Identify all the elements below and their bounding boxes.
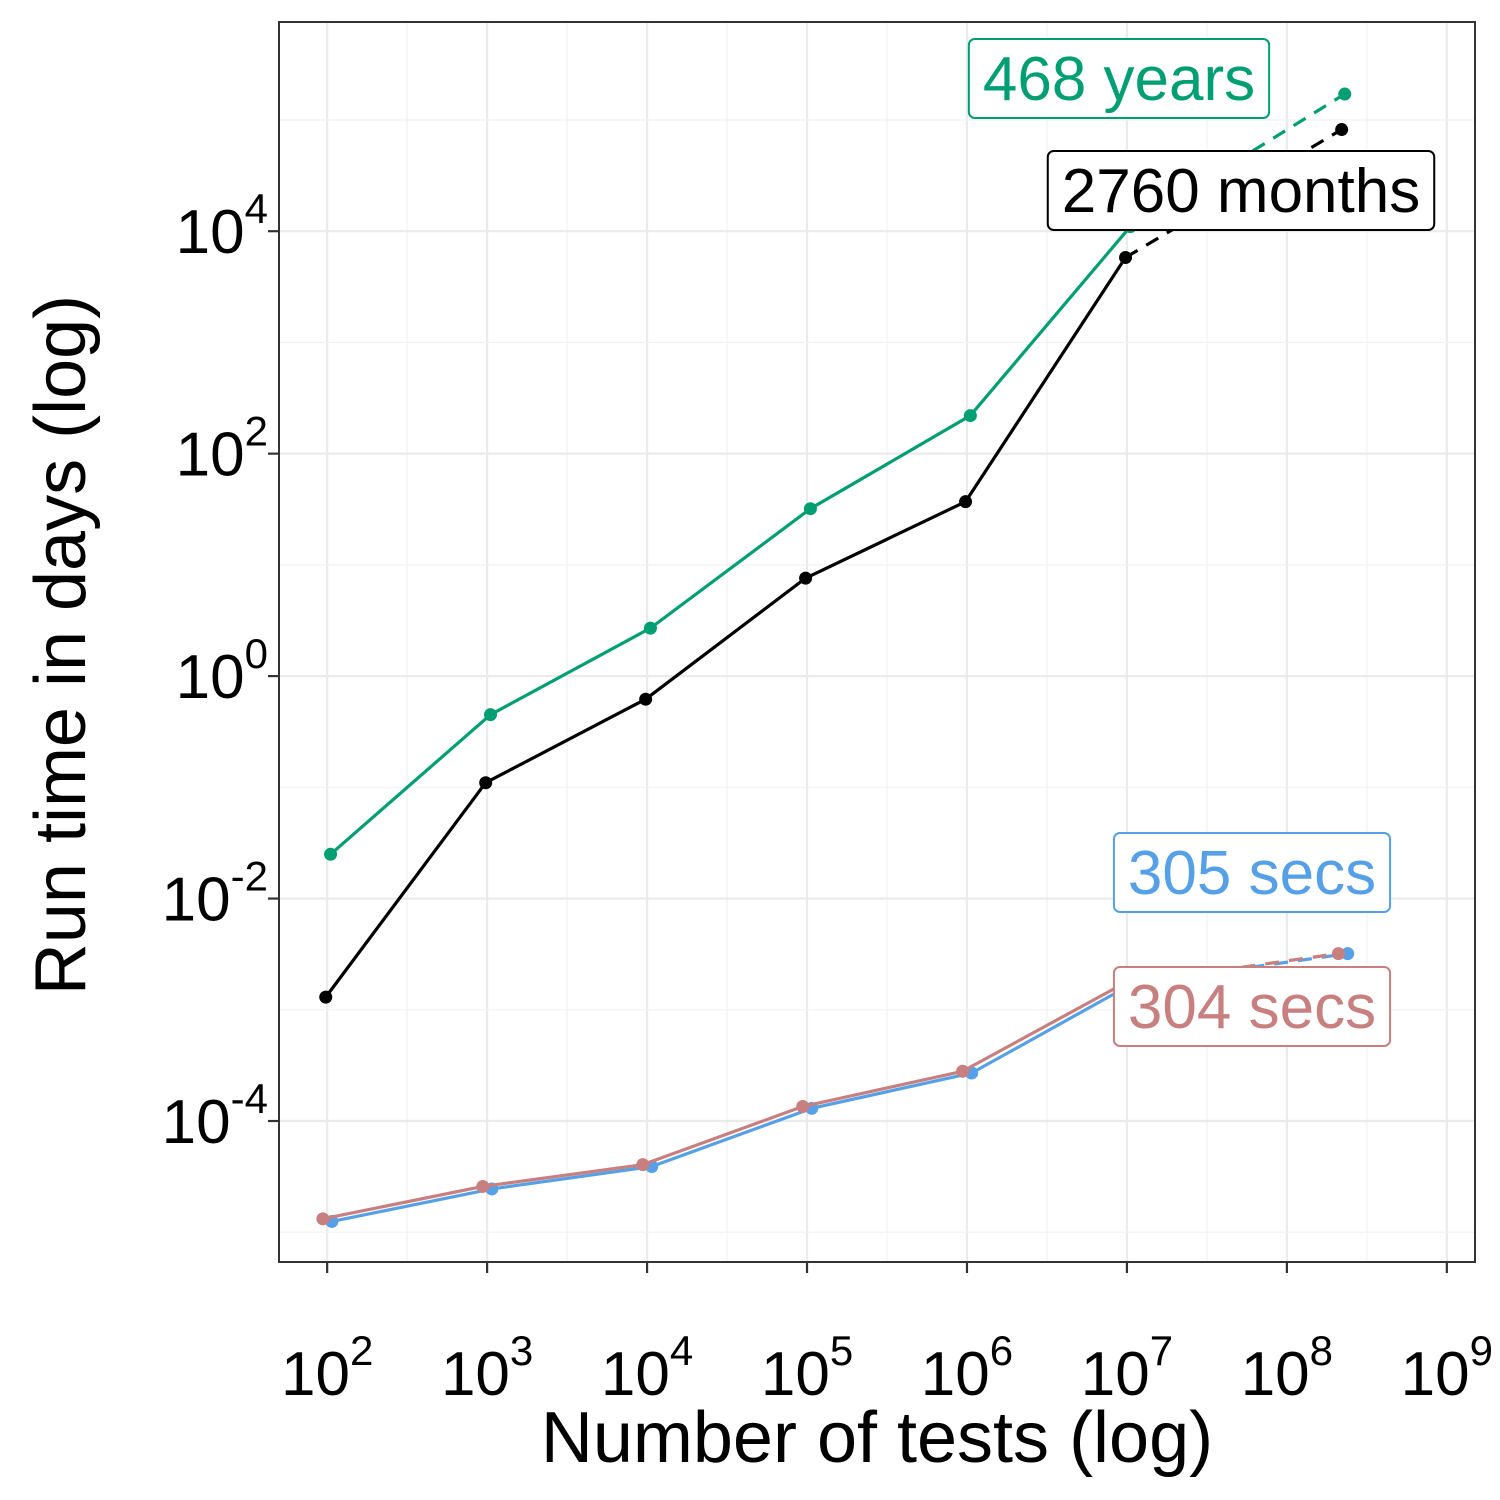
annotation-text: 305 secs (1128, 839, 1376, 908)
y-axis-title: Run time in days (log) (21, 295, 101, 995)
axes: 102 103 104 105 106 107 108 109 10-4 10-2 100 102 10… (162, 185, 1493, 1409)
data-point (959, 495, 973, 509)
x-tick-label: 107 (1081, 1327, 1173, 1409)
data-point (476, 1179, 490, 1193)
x-tick-label: 105 (761, 1327, 853, 1409)
data-point (316, 1212, 330, 1226)
annotation-label-3: 304 secs (1112, 966, 1392, 1047)
data-point (1331, 947, 1345, 961)
x-tick-label: 106 (921, 1327, 1013, 1409)
annotation-label-1: 2760 months (1046, 150, 1436, 231)
annotation-label-0: 468 years (967, 38, 1271, 119)
y-tick-label: 104 (176, 185, 268, 267)
series-line-3 (322, 982, 1124, 1221)
data-point (636, 1158, 650, 1172)
data-point (479, 776, 493, 790)
data-point (319, 990, 333, 1004)
annotation-text: 468 years (983, 45, 1255, 114)
x-tick-label: 109 (1401, 1327, 1493, 1409)
x-axis-title: Number of tests (log) (541, 1398, 1213, 1478)
annotation-box (1112, 832, 1392, 913)
y-tick-label: 10-4 (162, 1075, 268, 1157)
x-tick-label: 103 (441, 1327, 533, 1409)
data-point (1341, 947, 1355, 961)
data-point (324, 847, 338, 861)
data-point (1335, 123, 1349, 137)
series-line-2 (331, 982, 1133, 1224)
y-tick-label: 10-2 (162, 853, 268, 935)
series-line-1 (324, 256, 1127, 999)
annotation-box (1046, 150, 1436, 231)
data-point (799, 571, 813, 585)
data-point (963, 409, 977, 423)
data-point (796, 1100, 810, 1114)
annotation-text: 304 secs (1128, 973, 1376, 1042)
x-tick-label: 104 (601, 1327, 693, 1409)
annotations: 468 years 2760 months 305 secs 304 secs (967, 38, 1436, 1047)
x-tick-label: 102 (281, 1327, 373, 1409)
annotation-box (1112, 966, 1392, 1047)
data-point (1119, 251, 1133, 265)
annotation-box (967, 38, 1271, 119)
data-point (1338, 87, 1352, 101)
data-point (643, 621, 657, 635)
series-line-0 (329, 225, 1132, 856)
data-point (639, 692, 653, 706)
panel-border (278, 21, 1476, 1263)
annotation-text: 2760 months (1062, 157, 1420, 226)
x-tick-label: 108 (1241, 1327, 1333, 1409)
y-tick-label: 100 (176, 630, 268, 712)
data-point (956, 1064, 970, 1078)
y-tick-label: 102 (176, 408, 268, 490)
data-point (483, 708, 497, 722)
annotation-label-2: 305 secs (1112, 832, 1392, 913)
grid (279, 22, 1475, 1262)
data-point (803, 502, 817, 516)
